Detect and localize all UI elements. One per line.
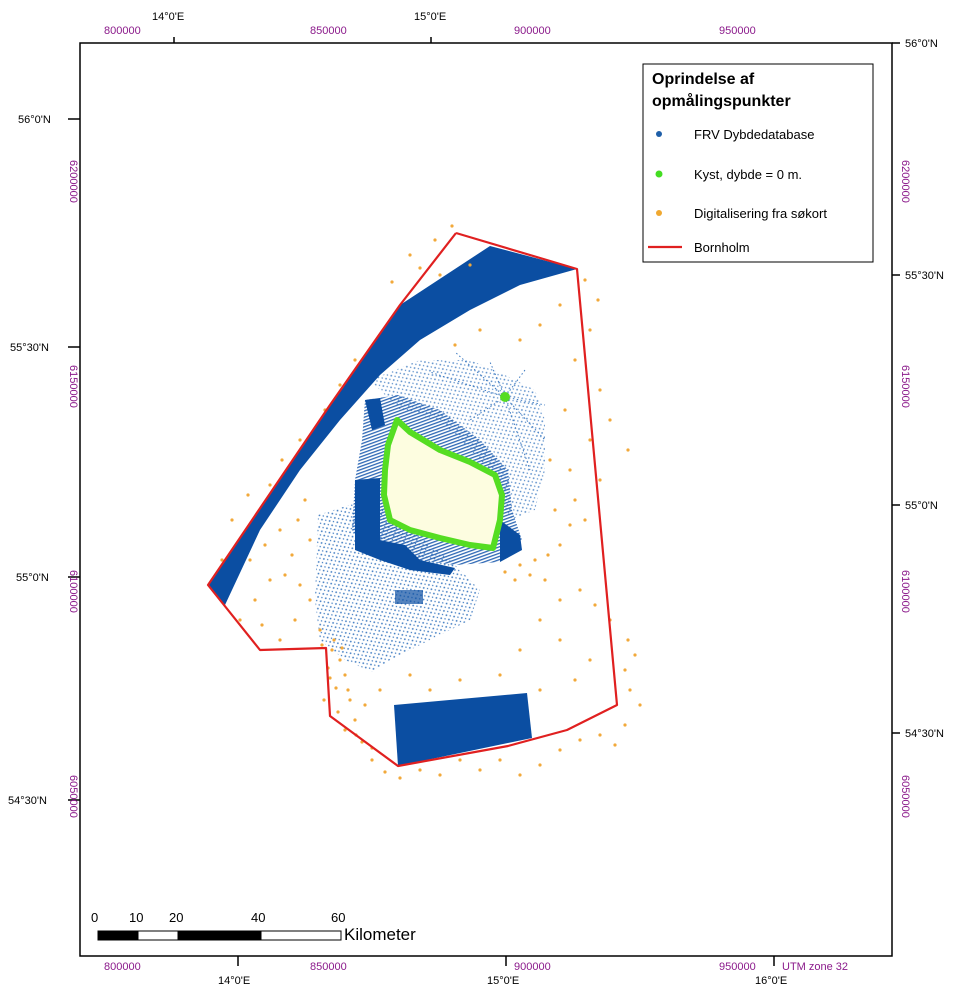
top-utm-label: 800000 (104, 25, 141, 37)
legend-box (642, 63, 874, 263)
right-geo-label: 54°30'N (905, 728, 944, 740)
legend-coast-dot-icon (655, 170, 663, 178)
right-utm-label: 6050000 (899, 775, 911, 818)
legend-item-label: Bornholm (694, 240, 750, 255)
scale-bar: 0 10 20 40 60 Kilometer (91, 910, 416, 944)
bornholm-boundary (206, 231, 619, 768)
top-utm-label: 900000 (514, 25, 551, 37)
right-geo-label: 55°30'N (905, 270, 944, 282)
legend-item-label: Kyst, dybde = 0 m. (694, 167, 802, 182)
legend-title-line1: Oprindelse af (652, 71, 755, 88)
legend-depth-dot-icon (656, 131, 662, 137)
left-geo-label: 54°30'N (8, 795, 47, 807)
top-ticks (173, 37, 432, 43)
bottom-utm-label: 950000 (719, 961, 756, 973)
legend-item-label: Digitalisering fra søkort (694, 206, 827, 221)
scale-tick-label: 40 (251, 910, 265, 925)
legend-item-label: FRV Dybdedatabase (694, 127, 814, 142)
right-ticks (892, 42, 900, 734)
bottom-geo-label: 16°0'E (755, 975, 787, 987)
top-utm-label: 850000 (310, 25, 347, 37)
scale-unit-label: Kilometer (344, 925, 416, 944)
left-utm-label: 6100000 (67, 570, 79, 613)
right-utm-label: 6150000 (899, 365, 911, 408)
dense-depth-patch (395, 590, 423, 604)
bottom-ticks (237, 956, 775, 966)
top-utm-label: 950000 (719, 25, 756, 37)
right-utm-label: 6100000 (899, 570, 911, 613)
legend: Oprindelse af opmålingspunkter FRV Dybde… (642, 63, 874, 263)
digitised-points (220, 224, 642, 780)
utm-zone-label: UTM zone 32 (782, 961, 848, 973)
left-utm-label: 6150000 (67, 365, 79, 408)
bottom-utm-label: 900000 (514, 961, 551, 973)
top-geo-label: 14°0'E (152, 11, 184, 23)
scale-tick-label: 10 (129, 910, 143, 925)
radial-tracks (429, 351, 546, 471)
legend-digitised-dot-icon (656, 210, 662, 216)
scale-tick-label: 60 (331, 910, 345, 925)
dense-depth-block-east (500, 520, 522, 562)
scale-tick-label: 0 (91, 910, 98, 925)
left-utm-label: 6050000 (67, 775, 79, 818)
coast-point-cluster (500, 392, 510, 402)
dense-depth-block-west (355, 478, 455, 575)
right-utm-label: 6200000 (899, 160, 911, 203)
bottom-geo-label: 14°0'E (218, 975, 250, 987)
dense-depth-block-north (365, 398, 385, 430)
left-ticks (68, 118, 80, 801)
legend-title-line2: opmålingspunkter (652, 92, 791, 110)
right-geo-label: 55°0'N (905, 500, 938, 512)
right-geo-label: 56°0'N (905, 38, 938, 50)
left-geo-label: 55°30'N (10, 342, 49, 354)
bottom-utm-label: 800000 (104, 961, 141, 973)
left-geo-label: 55°0'N (16, 572, 49, 584)
bornholm-island (381, 417, 505, 551)
bottom-utm-label: 850000 (310, 961, 347, 973)
depth-block-south (394, 693, 532, 766)
scale-tick-label: 20 (169, 910, 183, 925)
left-geo-label: 56°0'N (18, 114, 51, 126)
top-geo-label: 15°0'E (414, 11, 446, 23)
bottom-geo-label: 15°0'E (487, 975, 519, 987)
depth-band-northwest (208, 246, 577, 605)
left-utm-label: 6200000 (67, 160, 79, 203)
